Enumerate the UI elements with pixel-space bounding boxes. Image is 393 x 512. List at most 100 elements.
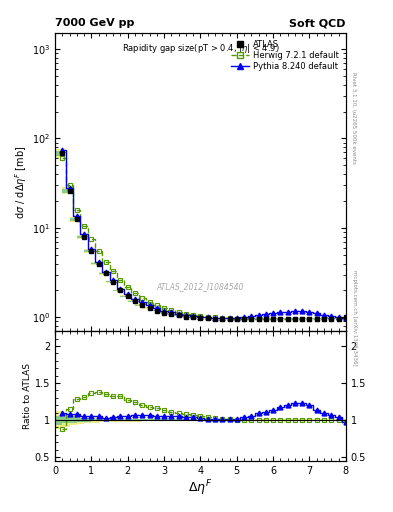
Bar — [62, 187, 70, 195]
Bar — [200, 317, 208, 319]
Bar — [178, 316, 186, 317]
Bar — [252, 419, 259, 420]
Bar — [128, 418, 135, 422]
Bar — [200, 419, 208, 421]
Bar — [339, 317, 346, 318]
Bar — [62, 413, 70, 426]
Bar — [149, 310, 157, 311]
Bar — [70, 415, 77, 425]
Bar — [244, 318, 252, 319]
Bar — [120, 419, 128, 421]
Bar — [288, 419, 295, 420]
Bar — [281, 318, 288, 319]
Bar — [273, 419, 281, 420]
Bar — [324, 318, 331, 319]
Bar — [77, 418, 84, 422]
Bar — [142, 307, 150, 309]
Bar — [237, 318, 244, 319]
Bar — [222, 318, 230, 319]
Bar — [113, 289, 120, 291]
Bar — [120, 418, 128, 422]
Bar — [339, 419, 346, 421]
Bar — [193, 419, 200, 420]
Bar — [84, 249, 91, 253]
Bar — [215, 419, 222, 421]
Bar — [317, 318, 324, 319]
Bar — [62, 189, 70, 193]
Bar — [186, 419, 193, 421]
Bar — [237, 419, 244, 421]
Bar — [302, 318, 310, 319]
Bar — [215, 318, 222, 319]
Bar — [324, 419, 331, 421]
Bar — [157, 419, 164, 421]
Bar — [244, 318, 252, 319]
Bar — [215, 318, 222, 319]
Text: Rivet 3.1.10, \u2265 500k events: Rivet 3.1.10, \u2265 500k events — [352, 72, 357, 164]
Bar — [55, 149, 62, 158]
Text: mcplots.cern.ch [arXiv:1306.3436]: mcplots.cern.ch [arXiv:1306.3436] — [352, 270, 357, 365]
Bar — [178, 419, 186, 421]
Bar — [324, 419, 331, 420]
Bar — [244, 419, 252, 420]
Bar — [186, 317, 193, 318]
Bar — [135, 419, 142, 421]
Bar — [99, 418, 106, 422]
Bar — [281, 419, 288, 420]
Bar — [149, 310, 157, 311]
Bar — [252, 318, 259, 319]
Bar — [252, 419, 259, 421]
Bar — [208, 419, 215, 420]
Bar — [106, 418, 113, 422]
Bar — [91, 417, 99, 423]
Bar — [91, 263, 99, 264]
Bar — [222, 419, 230, 421]
X-axis label: $\Delta\eta^F$: $\Delta\eta^F$ — [188, 478, 213, 498]
Bar — [310, 419, 317, 420]
Bar — [157, 312, 164, 313]
Bar — [310, 318, 317, 319]
Bar — [70, 218, 77, 221]
Bar — [295, 318, 302, 319]
Bar — [164, 313, 171, 315]
Bar — [149, 419, 157, 421]
Bar — [288, 318, 295, 319]
Bar — [259, 318, 266, 319]
Bar — [266, 419, 273, 420]
Bar — [208, 419, 215, 421]
Bar — [106, 419, 113, 421]
Bar — [208, 318, 215, 319]
Bar — [178, 316, 186, 317]
Y-axis label: d$\sigma$ / d$\Delta\eta^F$ [mb]: d$\sigma$ / d$\Delta\eta^F$ [mb] — [13, 145, 29, 219]
Bar — [222, 318, 230, 319]
Bar — [295, 419, 302, 421]
Bar — [91, 262, 99, 265]
Bar — [193, 317, 200, 318]
Bar — [310, 318, 317, 319]
Bar — [77, 236, 84, 238]
Bar — [324, 318, 331, 319]
Bar — [106, 281, 113, 283]
Bar — [230, 318, 237, 319]
Text: 7000 GeV pp: 7000 GeV pp — [55, 18, 134, 28]
Bar — [149, 419, 157, 421]
Bar — [128, 419, 135, 421]
Bar — [302, 419, 310, 421]
Bar — [339, 419, 346, 420]
Bar — [259, 318, 266, 319]
Bar — [171, 419, 178, 421]
Bar — [331, 419, 339, 420]
Bar — [266, 419, 273, 421]
Bar — [120, 296, 128, 297]
Bar — [186, 419, 193, 420]
Bar — [237, 419, 244, 420]
Bar — [288, 318, 295, 319]
Bar — [84, 417, 91, 423]
Bar — [259, 419, 266, 421]
Y-axis label: Ratio to ATLAS: Ratio to ATLAS — [23, 363, 32, 429]
Bar — [295, 318, 302, 319]
Bar — [120, 295, 128, 297]
Bar — [266, 318, 273, 319]
Bar — [70, 417, 77, 423]
Bar — [193, 317, 200, 318]
